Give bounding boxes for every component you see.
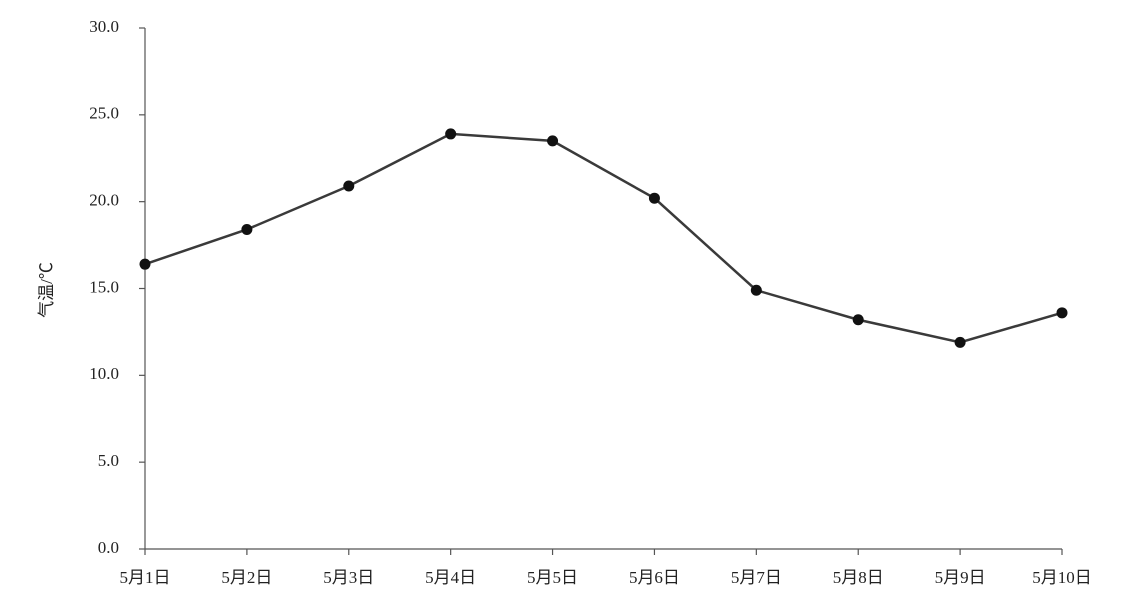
x-tick-label: 5月6日 bbox=[629, 568, 680, 587]
point bbox=[445, 128, 457, 140]
x-tick-label: 5月8日 bbox=[833, 568, 884, 587]
y-tick-label: 0.0 bbox=[98, 538, 119, 557]
x-tick-label: 5月5日 bbox=[527, 568, 578, 587]
y-tick-label: 5.0 bbox=[98, 451, 119, 470]
x-tick-label: 5月1日 bbox=[120, 568, 171, 587]
x-tick-label: 5月4日 bbox=[425, 568, 476, 587]
point bbox=[750, 284, 762, 296]
point bbox=[852, 314, 864, 326]
point bbox=[547, 135, 559, 147]
y-tick-label: 20.0 bbox=[89, 191, 119, 210]
point bbox=[648, 192, 660, 204]
y-tick-label: 10.0 bbox=[89, 364, 119, 383]
point bbox=[343, 180, 355, 192]
x-tick-label: 5月10日 bbox=[1032, 568, 1092, 587]
point bbox=[139, 258, 151, 270]
y-tick-label: 30.0 bbox=[89, 17, 119, 36]
x-tick-label: 5月2日 bbox=[221, 568, 272, 587]
y-axis-label: 气温/℃ bbox=[37, 262, 56, 318]
y-tick-label: 15.0 bbox=[89, 277, 119, 296]
line bbox=[144, 132, 1063, 344]
point bbox=[241, 223, 253, 235]
y-tick-label: 25.0 bbox=[89, 104, 119, 123]
x-tick-label: 5月9日 bbox=[935, 568, 986, 587]
point bbox=[1056, 307, 1068, 319]
point bbox=[954, 336, 966, 348]
x-tick-label: 5月7日 bbox=[731, 568, 782, 587]
x-tick-label: 5月3日 bbox=[323, 568, 374, 587]
